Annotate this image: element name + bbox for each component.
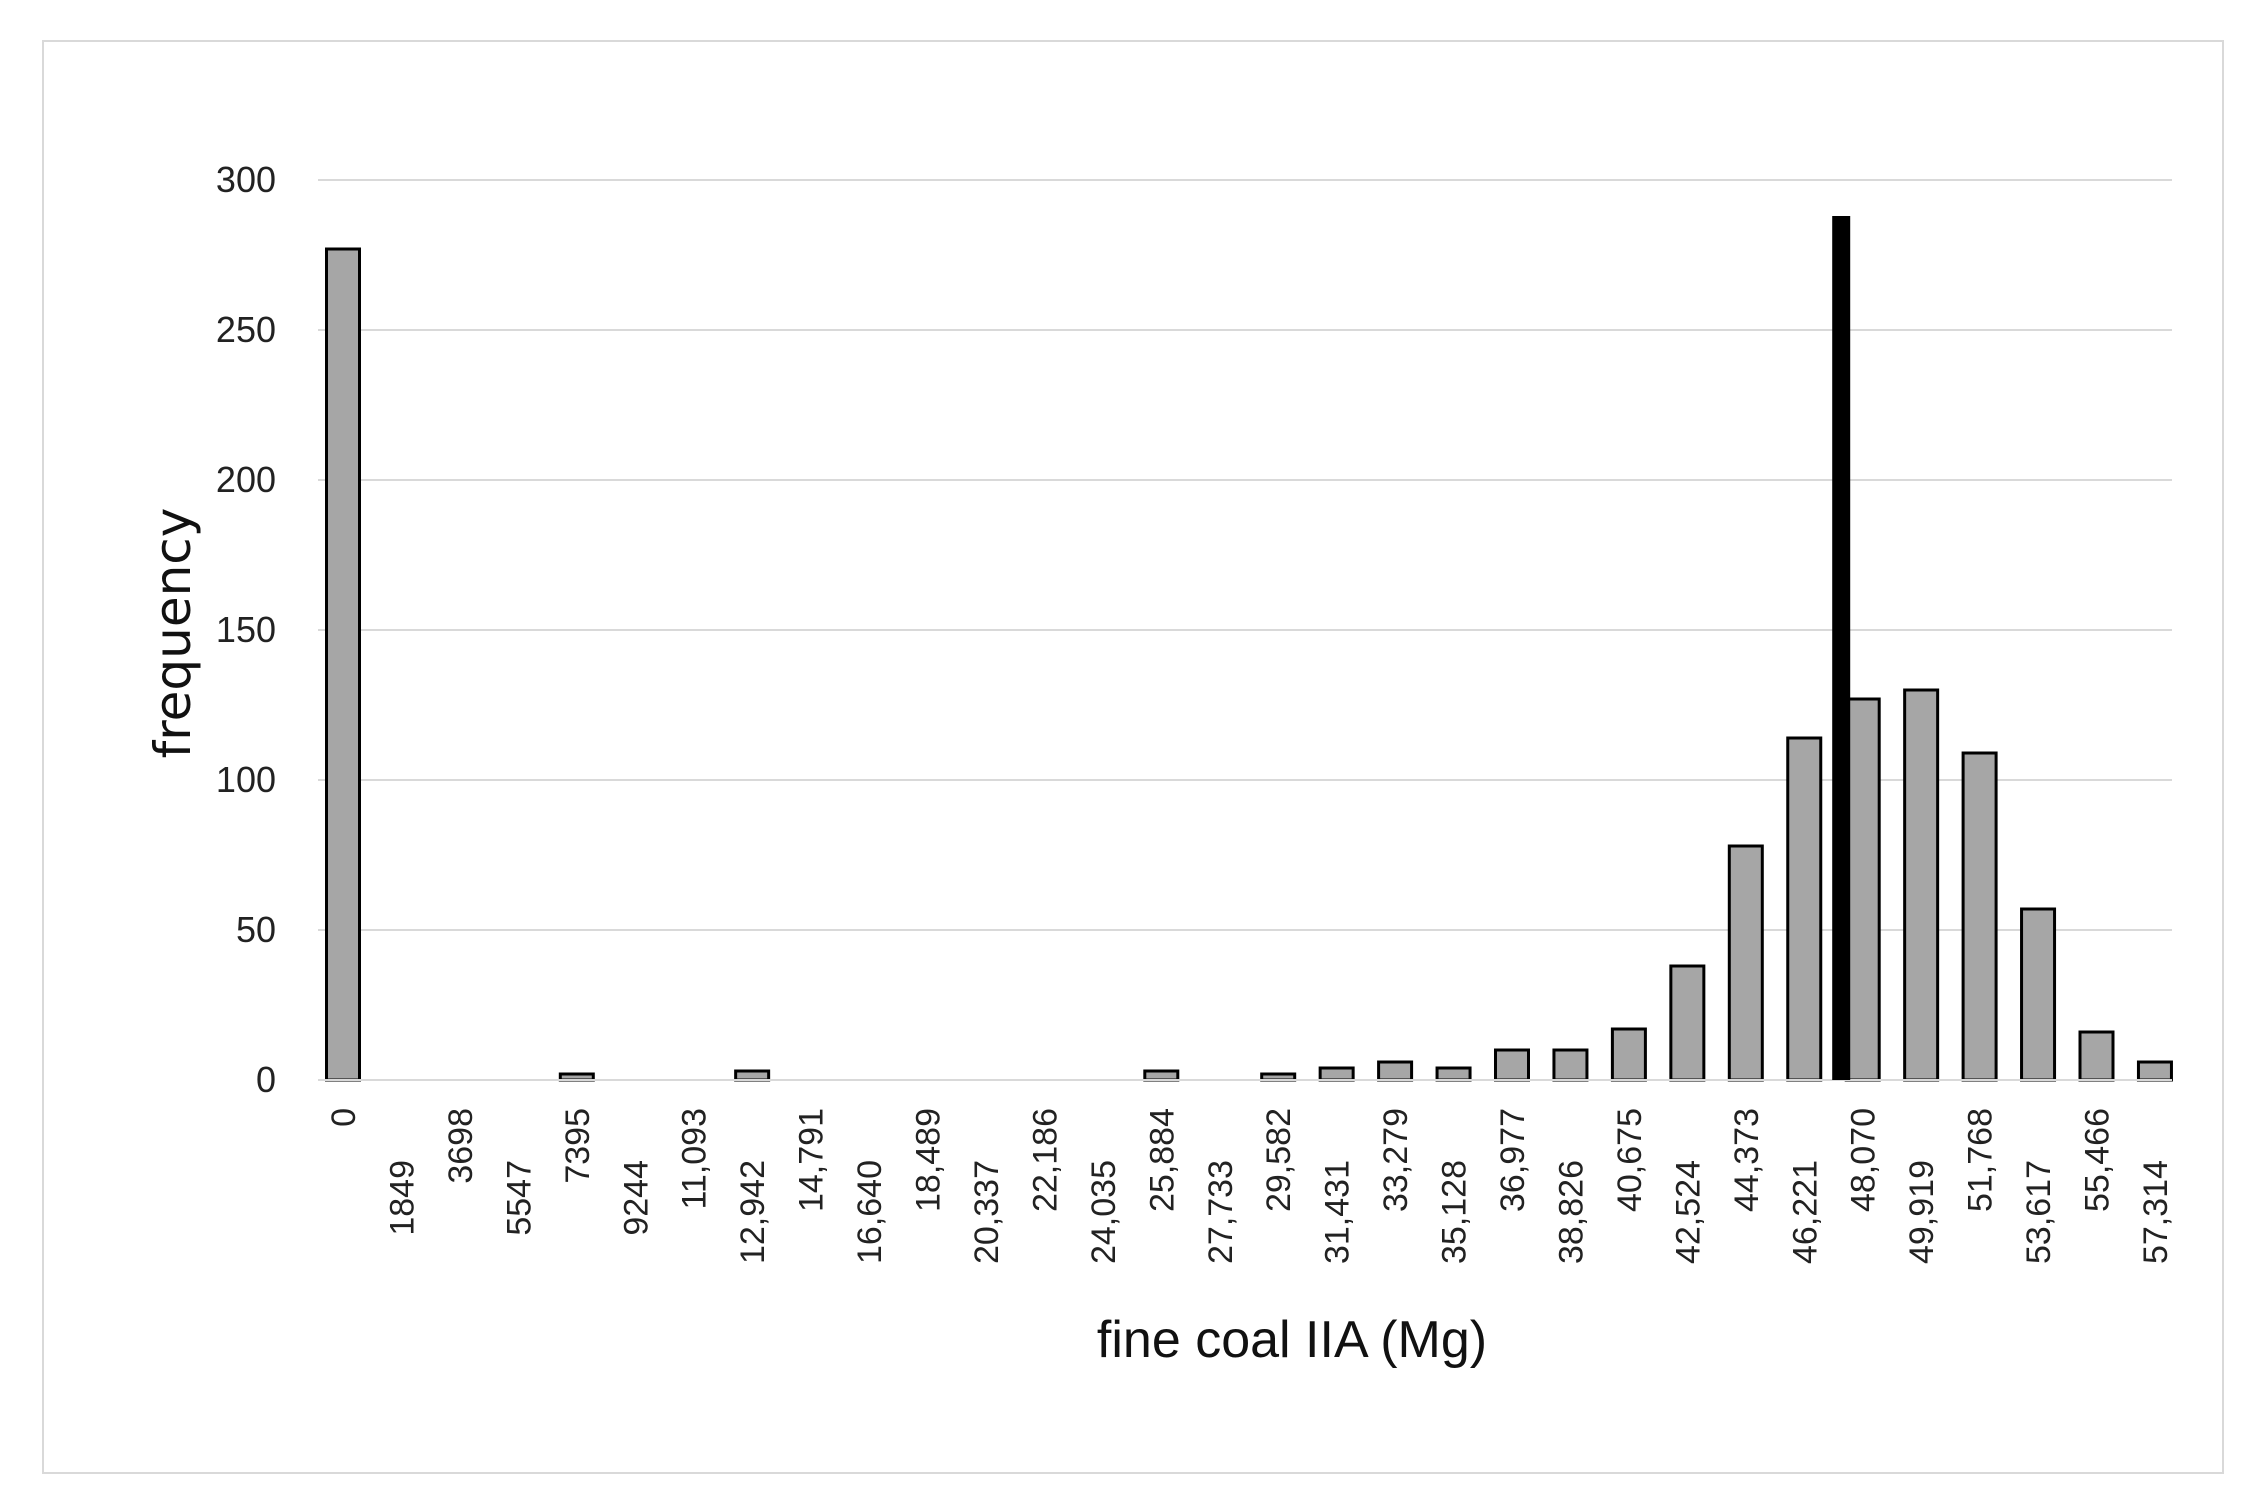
x-tick-label: 42,524 (1669, 1160, 1707, 1264)
x-tick-label: 55,466 (2079, 1108, 2117, 1212)
x-tick-label: 29,582 (1260, 1108, 1298, 1212)
y-tick-label: 100 (216, 759, 276, 800)
x-tick-label: 49,919 (1903, 1160, 1941, 1264)
x-tick-label: 33,279 (1377, 1108, 1415, 1212)
bar-42,524 (1669, 964, 1706, 1082)
x-tick-label: 16,640 (851, 1160, 889, 1264)
x-tick-label: 51,768 (1962, 1108, 2000, 1212)
x-tick-label: 44,373 (1728, 1108, 1766, 1212)
x-tick-label: 31,431 (1319, 1160, 1357, 1264)
x-tick-label: 24,035 (1085, 1160, 1123, 1264)
y-tick-label: 50 (236, 909, 276, 950)
x-tick-label: 1849 (383, 1160, 421, 1236)
x-tick-label: 3698 (442, 1108, 480, 1184)
bar-44,373 (1727, 844, 1764, 1082)
y-tick-label: 250 (216, 309, 276, 350)
x-tick-label: 0 (325, 1108, 363, 1127)
x-tick-label: 53,617 (2020, 1160, 2058, 1264)
bar-49,919 (1903, 688, 1940, 1082)
x-tick-label: 5547 (500, 1160, 538, 1236)
y-tick-labels: 0 50 100 150 200 250 300 (216, 159, 276, 1100)
bar-33,279 (1377, 1060, 1414, 1082)
y-tick-label: 150 (216, 609, 276, 650)
y-tick-label: 200 (216, 459, 276, 500)
reference-line (1832, 216, 1851, 1080)
x-tick-label: 22,186 (1026, 1108, 1064, 1212)
bar-12,942 (734, 1069, 771, 1082)
x-tick-labels: 0 1849 3698 5547 7395 9244 11,093 12,942 14,791 1… (325, 1108, 2175, 1264)
bar-38,826 (1552, 1048, 1589, 1082)
x-tick-label: 35,128 (1436, 1160, 1474, 1264)
x-tick-label: 46,221 (1786, 1160, 1824, 1264)
x-tick-label: 57,314 (2137, 1160, 2175, 1264)
x-tick-label: 38,826 (1552, 1160, 1590, 1264)
bar-0 (325, 247, 361, 1082)
bar-36,977 (1494, 1048, 1530, 1082)
x-tick-label: 36,977 (1494, 1108, 1532, 1212)
bar-25,884 (1143, 1069, 1180, 1082)
x-tick-label: 48,070 (1845, 1108, 1883, 1212)
x-axis-title: fine coal IIA (Mg) (1097, 1311, 1487, 1369)
reference-line-group (1832, 216, 1851, 1080)
bar-57,314 (2136, 1060, 2173, 1082)
x-tick-label: 14,791 (793, 1108, 831, 1212)
x-tick-label: 18,489 (910, 1108, 948, 1212)
x-tick-label: 27,733 (1202, 1160, 1240, 1264)
x-tick-label: 25,884 (1143, 1108, 1181, 1212)
x-tick-label: 11,093 (676, 1108, 714, 1209)
bar-48,070 (1844, 697, 1881, 1082)
y-axis-title: frequency (144, 508, 202, 759)
bar-35,128 (1435, 1066, 1472, 1082)
y-tick-label: 300 (216, 159, 276, 200)
bars (318, 247, 2173, 1082)
x-tick-label: 9244 (617, 1160, 655, 1236)
bar-46,221 (1786, 736, 1823, 1082)
y-tick-label: 0 (256, 1059, 276, 1100)
bar-40,675 (1610, 1027, 1647, 1082)
gridlines (318, 179, 2172, 1081)
x-tick-label: 40,675 (1611, 1108, 1649, 1212)
bar-31,431 (1318, 1066, 1355, 1082)
bar-55,466 (2078, 1030, 2115, 1082)
bar-53,617 (2020, 907, 2057, 1082)
x-tick-label: 7395 (559, 1108, 597, 1184)
bar-51,768 (1961, 751, 1998, 1082)
x-tick-label: 12,942 (734, 1160, 772, 1264)
x-tick-label: 20,337 (968, 1160, 1006, 1264)
